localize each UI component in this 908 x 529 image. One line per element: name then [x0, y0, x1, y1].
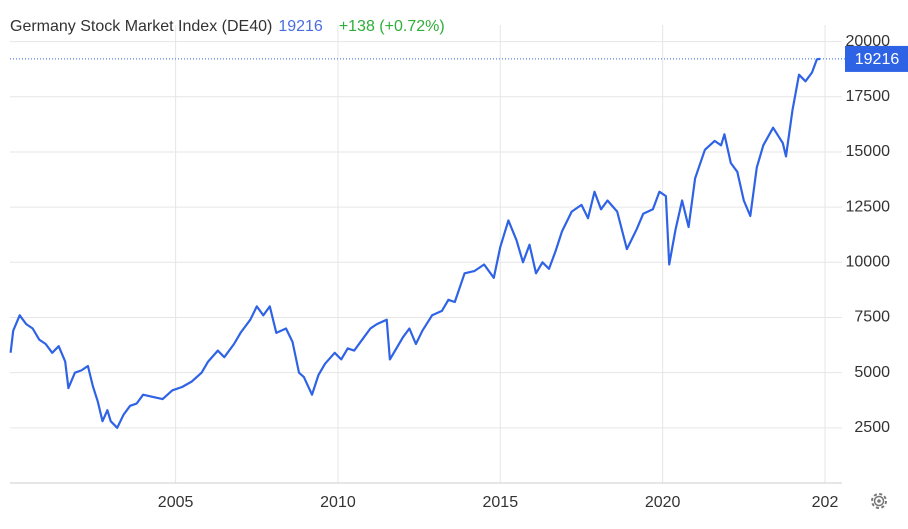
last-price-box	[845, 45, 908, 72]
price-line	[9, 57, 821, 429]
x-tick-label: 202	[812, 494, 839, 511]
last-price: 19216	[278, 18, 323, 35]
gear-teeth	[871, 493, 887, 509]
y-tick-label: 5000	[854, 364, 890, 381]
chart-title: Germany Stock Market Index (DE40)	[10, 18, 272, 35]
y-tick-label: 12500	[846, 198, 891, 215]
settings-icon[interactable]	[871, 493, 887, 509]
y-tick-label: 10000	[846, 254, 891, 271]
y-tick-label: 20000	[846, 33, 891, 50]
gear-hub	[877, 499, 881, 503]
gear-ring	[873, 495, 885, 507]
x-tick-label: 2015	[483, 494, 519, 511]
y-tick-label: 7500	[854, 309, 890, 326]
y-tick-label: 15000	[846, 143, 891, 160]
x-tick-label: 2010	[320, 494, 356, 511]
y-tick-label: 17500	[846, 88, 891, 105]
last-price-label: 19216	[855, 51, 900, 68]
x-tick-label: 2020	[645, 494, 681, 511]
y-tick-label: 2500	[854, 419, 890, 436]
x-tick-label: 2005	[158, 494, 194, 511]
price-change: +138 (+0.72%)	[339, 18, 445, 35]
